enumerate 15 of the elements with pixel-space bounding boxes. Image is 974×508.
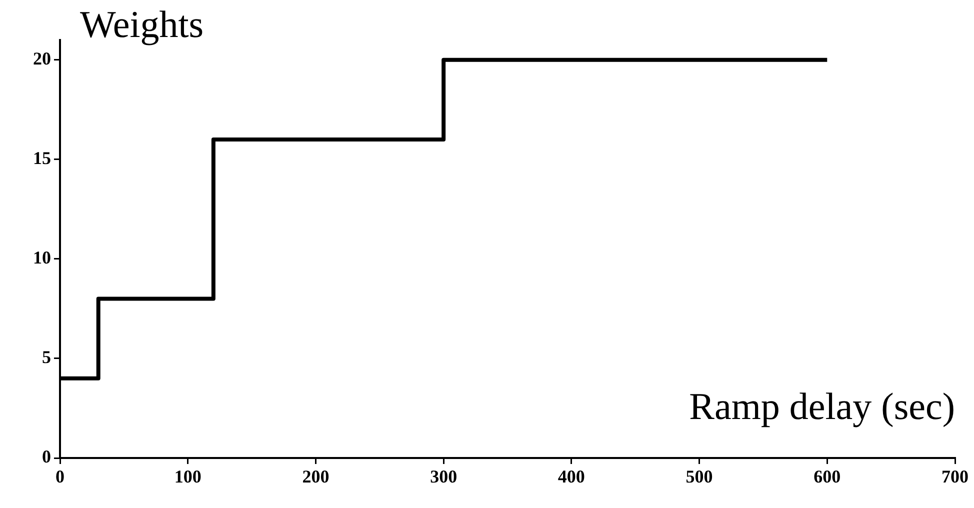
x-tick-label: 100 (174, 466, 202, 486)
x-tick-label: 300 (430, 466, 458, 486)
y-tick-label: 10 (33, 248, 51, 268)
x-axis-title: Ramp delay (sec) (689, 386, 955, 428)
x-tick-label: 0 (56, 466, 64, 486)
x-tick-label: 200 (302, 466, 330, 486)
x-tick-label: 400 (558, 466, 585, 486)
x-tick-label: 600 (814, 466, 841, 486)
y-tick-label: 5 (42, 347, 51, 368)
y-tick-label: 0 (42, 446, 51, 467)
y-tick-label: 20 (33, 48, 51, 69)
x-tick-label: 700 (942, 466, 968, 486)
y-tick-label: 15 (33, 148, 51, 168)
x-tick-label: 500 (686, 466, 713, 486)
y-axis-title: Weights (80, 4, 204, 46)
